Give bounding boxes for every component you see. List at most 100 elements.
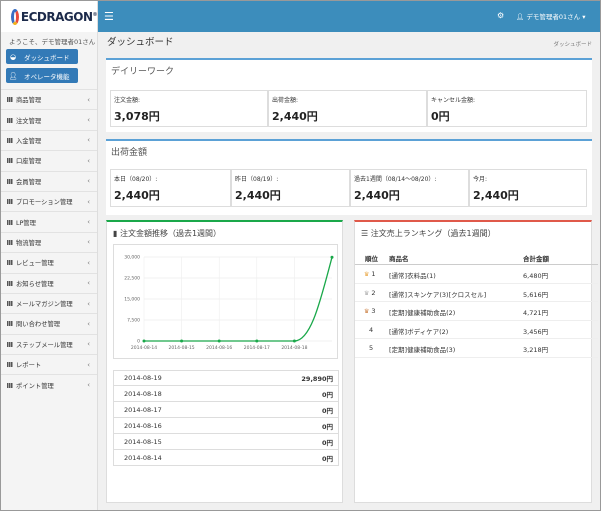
chevron-left-icon: ‹ <box>87 218 90 227</box>
ranking-row: 4 [通常]ボディケア(2) 3,456円 <box>355 321 598 339</box>
metric-shipping-amount: 出荷金額: 2,440円 <box>268 90 427 127</box>
ranking-title: ☰ 注文売上ランキング（過去1週間） <box>361 229 496 238</box>
sidebar-item-news[interactable]: お知らせ管理 ‹ <box>1 272 97 293</box>
grid-icon <box>7 178 13 184</box>
page-title: ダッシュボード <box>107 37 174 48</box>
grid-icon <box>7 97 13 103</box>
chevron-left-icon: ‹ <box>87 279 90 288</box>
chevron-left-icon: ‹ <box>87 136 90 145</box>
chart-x-tick-label: 2014-08-15 <box>169 345 195 351</box>
sidebar-item-mail-magazine[interactable]: メールマガジン管理 ‹ <box>1 292 97 313</box>
chevron-left-icon: ‹ <box>87 258 90 267</box>
grid-icon <box>7 301 13 307</box>
table-row: 2014-08-18 0円 <box>113 386 339 402</box>
logo-mark-icon <box>11 8 19 25</box>
chart-x-tick-label: 2014-08-16 <box>206 345 232 351</box>
metric-today: 本日（08/20）: 2,440円 <box>110 169 231 207</box>
sidebar-item-reviews[interactable]: レビュー管理 ‹ <box>1 252 97 272</box>
sidebar-item-members[interactable]: 会員管理 ‹ <box>1 170 97 191</box>
crown-bronze-icon: ♛ <box>364 308 370 315</box>
breadcrumb[interactable]: ダッシュボード <box>553 42 592 48</box>
chart-x-tick-label: 2014-08-18 <box>281 345 307 351</box>
sidebar-item-orders[interactable]: 注文管理 ‹ <box>1 109 97 129</box>
ranking-row: ♛ 2 [通常]スキンケア(3)[クロスセル] 5,616円 <box>355 284 598 302</box>
grid-icon <box>7 199 13 205</box>
sidebar-item-payments[interactable]: 入金管理 ‹ <box>1 129 97 150</box>
metric-this-month: 今月: 2,440円 <box>469 169 587 207</box>
chevron-left-icon: ‹ <box>87 381 90 390</box>
logo[interactable]: ECDRAGON® <box>1 1 97 32</box>
metric-cancel-amount: キャンセル金額: 0円 <box>427 90 587 127</box>
daily-work-title: デイリーワーク <box>111 67 175 77</box>
chevron-left-icon: ‹ <box>87 238 90 247</box>
grid-icon <box>7 362 13 368</box>
table-row: 2014-08-15 0円 <box>113 434 339 450</box>
sidebar-item-reports[interactable]: レポート ‹ <box>1 354 97 374</box>
operator-button[interactable]: 👤︎ オペレータ機能 <box>6 68 78 83</box>
chart-point <box>255 339 259 343</box>
settings-icon[interactable]: ⚙ <box>497 11 505 20</box>
grid-icon <box>7 219 13 225</box>
dashboard-icon: ◒ <box>9 52 17 61</box>
user-menu[interactable]: 👤︎ デモ管理者01さん ▾ <box>516 13 586 21</box>
sidebar-item-promotion[interactable]: プロモーション管理 ‹ <box>1 190 97 211</box>
grid-icon <box>7 280 13 286</box>
chevron-left-icon: ‹ <box>87 116 90 125</box>
ranking-panel: ☰ 注文売上ランキング（過去1週間） 順位 商品名 合計金額 ♛ 1 [通常]衣料… <box>354 220 598 503</box>
table-row: 2014-08-14 0円 <box>113 450 339 466</box>
user-icon: 👤︎ <box>8 71 18 80</box>
chevron-left-icon: ‹ <box>87 299 90 308</box>
sidebar-item-logistics[interactable]: 物流管理 ‹ <box>1 231 97 252</box>
main-content: ダッシュボード ダッシュボード デイリーワーク 注文金額: 3,078円 出荷金… <box>98 32 600 510</box>
dashboard-button[interactable]: ◒ ダッシュボード <box>6 49 78 64</box>
crown-gold-icon: ♛ <box>364 271 370 278</box>
chevron-left-icon: ‹ <box>87 340 90 349</box>
ranking-row: ♛ 1 [通常]衣料品(1) 6,480円 <box>355 265 598 284</box>
crown-silver-icon: ♛ <box>364 289 370 297</box>
sidebar: ECDRAGON® ようこそ、デモ管理者01さん ◒ ダッシュボード 👤︎ オペ… <box>1 1 98 510</box>
shipping-amount-box: 出荷金額 本日（08/20）: 2,440円 昨日（08/19）: 2,440円… <box>106 139 592 215</box>
order-trend-chart: 30,000 22,500 15,000 7,500 0 2014-08-14 2014-0… <box>113 244 338 359</box>
ranking-header: 順位 商品名 合計金額 <box>355 248 598 265</box>
metric-yesterday: 昨日（08/19）: 2,440円 <box>231 169 350 207</box>
hamburger-icon[interactable]: ☰ <box>104 10 114 23</box>
caret-down-icon: ▾ <box>582 13 586 21</box>
ranking-row: 5 [定期]健康補助食品(3) 3,218円 <box>355 339 598 358</box>
grid-icon <box>7 260 13 266</box>
bar-chart-icon: ▮ <box>113 229 118 238</box>
daily-work-box: デイリーワーク 注文金額: 3,078円 出荷金額: 2,440円 キャンセル金… <box>106 58 592 132</box>
grid-icon <box>7 321 13 327</box>
grid-icon <box>7 137 13 143</box>
user-icon: 👤︎ <box>516 13 525 21</box>
grid-icon <box>7 117 13 123</box>
logo-text: ECDRAGON® <box>20 9 98 24</box>
chevron-left-icon: ‹ <box>87 156 90 165</box>
grid-icon <box>7 341 13 347</box>
sidebar-item-inquiries[interactable]: 問い合わせ管理 ‹ <box>1 313 97 333</box>
sidebar-item-products[interactable]: 商品管理 ‹ <box>1 89 97 109</box>
chart-series-line <box>144 257 333 342</box>
chevron-left-icon: ‹ <box>87 360 90 369</box>
chart-y-tick-label: 0 <box>137 339 140 345</box>
metric-order-amount: 注文金額: 3,078円 <box>110 90 268 127</box>
order-trend-table: 2014-08-19 29,890円 2014-08-18 0円 2014-08-1… <box>113 370 339 466</box>
order-trend-title: ▮ 注文金額推移（過去1週間） <box>113 229 222 238</box>
chart-x-tick-label: 2014-08-14 <box>131 345 157 351</box>
shipping-amount-title: 出荷金額 <box>111 148 148 158</box>
chart-y-tick-label: 15,000 <box>124 297 140 303</box>
sidebar-item-points[interactable]: ポイント管理 ‹ <box>1 374 97 394</box>
sidebar-item-lp[interactable]: LP管理 ‹ <box>1 211 97 231</box>
chart-x-tick-label: 2014-08-17 <box>244 345 270 351</box>
chevron-left-icon: ‹ <box>87 95 90 104</box>
chart-point <box>180 339 184 343</box>
grid-icon <box>7 382 13 388</box>
sidebar-item-accounts[interactable]: 口座管理 ‹ <box>1 150 97 170</box>
list-icon: ☰ <box>361 229 369 238</box>
table-row: 2014-08-17 0円 <box>113 402 339 418</box>
grid-icon <box>7 158 13 164</box>
topbar: ☰ ⚙ 👤︎ デモ管理者01さん ▾ <box>98 1 600 32</box>
chart-point <box>330 255 334 259</box>
sidebar-item-step-mail[interactable]: ステップメール管理 ‹ <box>1 333 97 354</box>
table-row: 2014-08-16 0円 <box>113 418 339 434</box>
